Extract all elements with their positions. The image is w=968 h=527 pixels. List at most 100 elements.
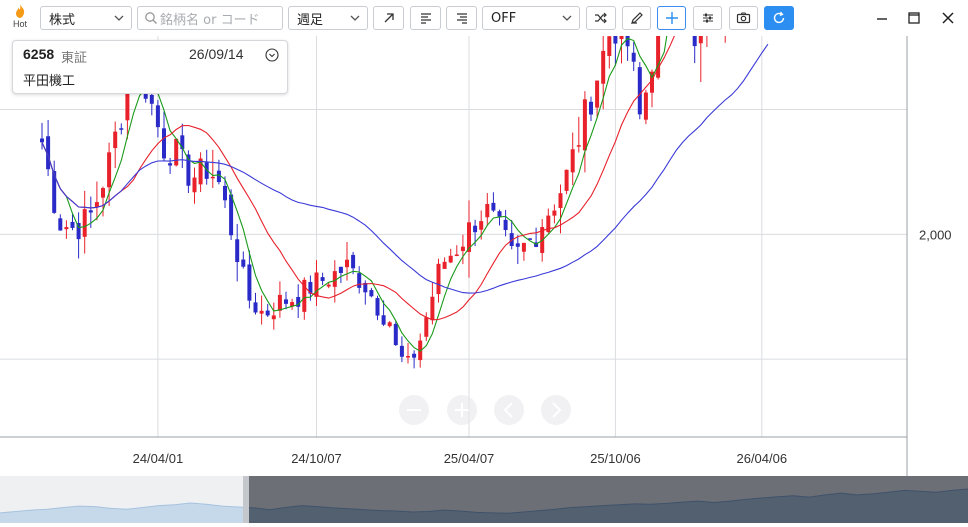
candle-body xyxy=(637,67,642,115)
settings-button[interactable] xyxy=(693,6,722,30)
align-left-tool-button[interactable] xyxy=(410,6,441,30)
moving-averages xyxy=(41,36,769,352)
maximize-icon[interactable] xyxy=(906,10,922,26)
candle-body xyxy=(448,255,453,263)
navigator-handle[interactable] xyxy=(243,476,249,523)
candle-body xyxy=(406,356,410,358)
candle-body xyxy=(552,210,557,216)
candle-body xyxy=(619,36,624,40)
navigator-selection[interactable] xyxy=(249,476,968,523)
candle-body xyxy=(467,222,471,252)
candle-body xyxy=(399,345,404,357)
candle-body xyxy=(271,315,276,320)
align-right-icon xyxy=(456,13,467,24)
toolbar: Hot 株式 銘柄名 or コード 週足 OFF xyxy=(0,0,968,36)
candle-body xyxy=(442,261,447,269)
candle-body xyxy=(485,204,490,218)
scroll-right-button[interactable] xyxy=(541,395,571,425)
candle-body xyxy=(46,136,51,170)
date-tick-label: 24/04/01 xyxy=(133,451,184,466)
indicator-select-value: OFF xyxy=(491,10,517,26)
crosshair-button[interactable] xyxy=(657,6,686,30)
candle-body xyxy=(76,222,81,240)
candle-body xyxy=(64,227,69,230)
search-placeholder: 銘柄名 or コード xyxy=(160,12,260,28)
plus-icon xyxy=(455,403,469,417)
candle-body xyxy=(479,221,484,230)
close-icon[interactable] xyxy=(940,10,956,26)
candle-body xyxy=(650,71,654,93)
market-select[interactable]: 株式 xyxy=(40,6,132,30)
candle-body xyxy=(515,243,520,247)
expand-icon[interactable] xyxy=(265,48,279,62)
shuffle-button[interactable] xyxy=(586,6,616,30)
flame-icon xyxy=(16,4,25,18)
candle-body xyxy=(601,50,606,84)
date-label: 26/09/14 xyxy=(189,46,244,62)
indicator-select[interactable]: OFF xyxy=(482,6,580,30)
chart-nav-controls xyxy=(399,395,571,425)
candle-body xyxy=(503,219,508,231)
candle-body xyxy=(521,242,526,252)
chevron-down-icon xyxy=(114,15,124,21)
candle-body xyxy=(277,294,282,311)
candle-body xyxy=(174,138,179,166)
date-tick-label: 25/10/06 xyxy=(590,451,641,466)
chart-navigator[interactable] xyxy=(0,476,968,523)
candle-body xyxy=(40,138,44,143)
symbol-info-panel: 6258 東証 26/09/14 平田機工 xyxy=(12,40,288,94)
candle-body xyxy=(52,171,57,213)
chevron-right-icon xyxy=(552,402,562,418)
candle-body xyxy=(381,315,386,325)
plus-icon xyxy=(665,12,678,24)
refresh-button[interactable] xyxy=(764,6,794,30)
search-input[interactable]: 銘柄名 or コード xyxy=(137,6,283,30)
candle-body xyxy=(393,323,398,346)
candle-body xyxy=(180,135,185,150)
candle-body xyxy=(430,296,435,321)
candle-body xyxy=(101,188,105,198)
candle-body xyxy=(290,302,295,307)
ma-mid-line xyxy=(41,36,675,321)
candle-body xyxy=(235,239,240,262)
align-left-icon xyxy=(420,13,431,24)
candle-body xyxy=(576,145,581,147)
navigator-left-mask xyxy=(0,476,243,523)
candle-body xyxy=(528,238,532,240)
period-select[interactable]: 週足 xyxy=(288,6,368,30)
company-name: 平田機工 xyxy=(23,74,76,89)
candle-body xyxy=(363,282,368,293)
diagonal-arrow-icon xyxy=(384,13,394,23)
chevron-down-icon xyxy=(350,15,360,21)
candle-body xyxy=(107,152,112,188)
candle-body xyxy=(216,170,221,183)
draw-button[interactable] xyxy=(622,6,651,30)
candles xyxy=(40,36,726,369)
candle-body xyxy=(625,36,630,47)
candle-body xyxy=(186,154,191,186)
candle-body xyxy=(412,353,417,358)
hot-button[interactable]: Hot xyxy=(8,4,32,32)
candle-body xyxy=(162,128,166,159)
candle-body xyxy=(259,310,264,314)
align-right-tool-button[interactable] xyxy=(446,6,477,30)
screenshot-button[interactable] xyxy=(729,6,758,30)
chart-grid xyxy=(0,36,907,437)
candle-body xyxy=(338,266,343,274)
candle-body xyxy=(119,128,124,130)
candle-body xyxy=(454,254,459,257)
candle-body xyxy=(564,169,569,191)
minimize-icon[interactable] xyxy=(874,10,890,26)
trendline-tool-button[interactable] xyxy=(373,6,404,30)
candle-body xyxy=(351,254,356,269)
candle-body xyxy=(308,281,313,294)
candle-body xyxy=(58,218,63,231)
candle-body xyxy=(582,99,587,151)
candle-body xyxy=(473,225,478,233)
candle-body xyxy=(375,298,380,316)
sliders-icon xyxy=(702,13,713,23)
market-select-value: 株式 xyxy=(49,12,76,28)
scroll-left-button[interactable] xyxy=(494,395,524,425)
